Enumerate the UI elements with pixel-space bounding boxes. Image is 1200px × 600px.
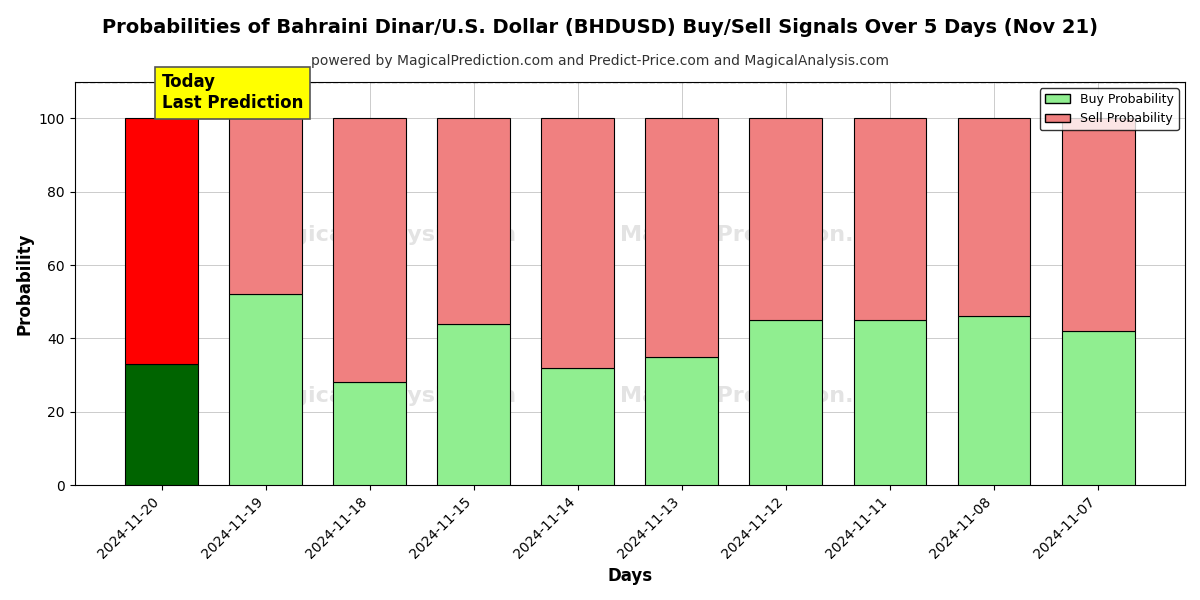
Bar bbox=[646, 118, 719, 357]
Bar bbox=[541, 118, 614, 368]
Text: Probabilities of Bahraini Dinar/U.S. Dollar (BHDUSD) Buy/Sell Signals Over 5 Day: Probabilities of Bahraini Dinar/U.S. Dol… bbox=[102, 18, 1098, 37]
Bar bbox=[853, 320, 926, 485]
Bar bbox=[646, 357, 719, 485]
Bar bbox=[334, 118, 406, 382]
Bar bbox=[437, 324, 510, 485]
Text: powered by MagicalPrediction.com and Predict-Price.com and MagicalAnalysis.com: powered by MagicalPrediction.com and Pre… bbox=[311, 54, 889, 68]
Legend: Buy Probability, Sell Probability: Buy Probability, Sell Probability bbox=[1040, 88, 1178, 130]
Text: MagicalAnalysis.com: MagicalAnalysis.com bbox=[254, 225, 516, 245]
Bar bbox=[1062, 118, 1134, 331]
Bar bbox=[437, 118, 510, 324]
Bar bbox=[750, 118, 822, 320]
Bar bbox=[125, 118, 198, 364]
Bar bbox=[229, 118, 302, 295]
Text: MagicalPrediction.com: MagicalPrediction.com bbox=[620, 386, 906, 406]
Bar bbox=[334, 382, 406, 485]
X-axis label: Days: Days bbox=[607, 567, 653, 585]
Text: MagicalPrediction.com: MagicalPrediction.com bbox=[620, 225, 906, 245]
Bar bbox=[1062, 331, 1134, 485]
Bar bbox=[229, 295, 302, 485]
Bar bbox=[125, 364, 198, 485]
Bar bbox=[958, 316, 1031, 485]
Bar bbox=[750, 320, 822, 485]
Bar bbox=[541, 368, 614, 485]
Bar bbox=[958, 118, 1031, 316]
Y-axis label: Probability: Probability bbox=[16, 232, 34, 335]
Bar bbox=[853, 118, 926, 320]
Text: MagicalAnalysis.com: MagicalAnalysis.com bbox=[254, 386, 516, 406]
Text: Today
Last Prediction: Today Last Prediction bbox=[162, 73, 302, 112]
